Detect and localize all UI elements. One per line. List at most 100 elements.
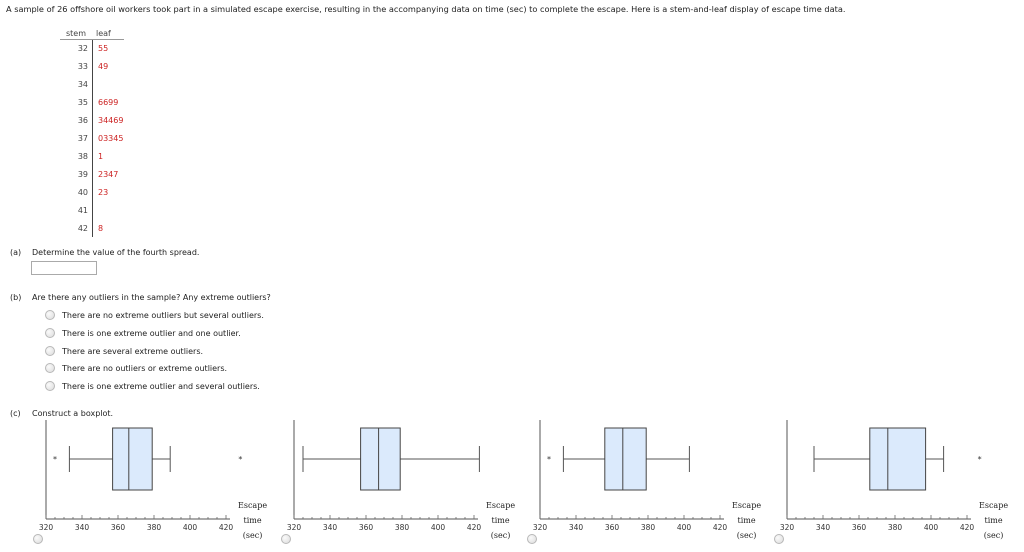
stem-value: 39: [77, 169, 88, 179]
problem-intro: A sample of 26 offshore oil workers took…: [6, 4, 846, 14]
radio-button[interactable]: [45, 328, 55, 338]
stem-leaf-display: stem leaf 32 55 33 49 34 35 6699 36 34469 37 03345…: [60, 27, 148, 237]
leaf-values: [92, 75, 148, 93]
stem-value: 36: [77, 115, 88, 125]
stem-leaf-row: 32 55: [60, 39, 148, 57]
stem-value: 34: [77, 79, 88, 89]
tick-label: 340: [816, 523, 831, 532]
axis-title: Escape time (sec): [238, 498, 267, 543]
leaf-values: 1: [92, 147, 148, 165]
outlier-option-4[interactable]: There are no outliers or extreme outlier…: [45, 363, 227, 373]
stem-value: 35: [77, 97, 88, 107]
stem-leaf-row: 37 03345: [60, 129, 148, 147]
tick-label: 380: [147, 523, 162, 532]
tick-label: 360: [359, 523, 374, 532]
stem-leaf-row: 33 49: [60, 57, 148, 75]
option-label: There is one extreme outlier and one out…: [62, 328, 241, 338]
part-c-question: (c) Construct a boxplot.: [10, 409, 113, 418]
stem-leaf-header: stem leaf: [60, 27, 148, 39]
axis-title-line: time: [491, 516, 510, 525]
tick-label: 400: [677, 523, 692, 532]
leaf-values: 49: [92, 57, 148, 75]
stem-leaf-row: 40 23: [60, 183, 148, 201]
tick-label: 360: [605, 523, 620, 532]
boxplot-radio-2[interactable]: [281, 534, 291, 544]
tick-label: 340: [323, 523, 338, 532]
axis-title-line: (sec): [242, 531, 263, 540]
boxplot-radio-4[interactable]: [774, 534, 784, 544]
tick-label: 380: [888, 523, 903, 532]
iqr-box: [869, 427, 927, 491]
stem-leaf-row: 34: [60, 75, 148, 93]
leaf-values: 34469: [92, 111, 148, 129]
axis-title-line: time: [737, 516, 756, 525]
part-c-label: (c): [10, 409, 21, 418]
tick-label: 340: [75, 523, 90, 532]
stem-leaf-row: 42 8: [60, 219, 148, 237]
tick-label: 400: [924, 523, 939, 532]
outlier-marker: *: [547, 455, 551, 464]
tick-label: 420: [960, 523, 975, 532]
option-label: There are no extreme outliers but severa…: [62, 310, 264, 320]
axis-title-line: Escape: [238, 501, 268, 510]
tick-label: 320: [780, 523, 795, 532]
option-label: There are no outliers or extreme outlier…: [62, 363, 228, 373]
tick-label: 380: [641, 523, 656, 532]
radio-button[interactable]: [45, 363, 55, 373]
boxplot-choice-1: 320 340 360 380 400 420 * * Escape time (sec): [39, 420, 270, 552]
part-a-label: (a): [10, 248, 22, 257]
fourth-spread-input[interactable]: [31, 261, 97, 275]
stem-value: 38: [77, 151, 88, 161]
outlier-option-5[interactable]: There is one extreme outlier and several…: [45, 381, 260, 391]
tick-label: 320: [39, 523, 54, 532]
part-b-text: Are there any outliers in the sample? An…: [32, 293, 271, 302]
radio-button[interactable]: [45, 381, 55, 391]
option-label: There is one extreme outlier and several…: [62, 381, 260, 391]
boxplot-radio-1[interactable]: [33, 534, 43, 544]
stem-leaf-row: 36 34469: [60, 111, 148, 129]
stem-leaf-row: 41: [60, 201, 148, 219]
axis-title-line: (sec): [490, 531, 511, 540]
part-c-text: Construct a boxplot.: [32, 409, 114, 418]
leaf-values: [92, 201, 148, 219]
boxplot-chart: 320 340 360 380 400 420 *: [533, 420, 727, 532]
boxplot-choice-4: 320 340 360 380 400 420 * Escape time (sec): [780, 420, 1011, 552]
axis-title-line: (sec): [983, 531, 1004, 540]
boxplot-radio-3[interactable]: [527, 534, 537, 544]
stem-leaf-row: 39 2347: [60, 165, 148, 183]
radio-button[interactable]: [45, 346, 55, 356]
leaf-values: 23: [92, 183, 148, 201]
axis-title-line: Escape: [732, 501, 762, 510]
axis-title-line: (sec): [736, 531, 757, 540]
radio-button[interactable]: [45, 310, 55, 320]
leaf-values: 8: [92, 219, 148, 237]
outlier-option-3[interactable]: There are several extreme outliers.: [45, 346, 203, 356]
leaf-values: 6699: [92, 93, 148, 111]
boxplot-chart: 320 340 360 380 400 420 *: [780, 420, 982, 532]
iqr-box: [360, 427, 401, 491]
part-b-question: (b) Are there any outliers in the sample?…: [10, 293, 271, 302]
tick-label: 400: [183, 523, 198, 532]
outlier-option-1[interactable]: There are no extreme outliers but severa…: [45, 310, 264, 320]
stem-value: 37: [77, 133, 88, 143]
stem-leaf-divider: [60, 39, 124, 40]
outlier-marker: *: [238, 455, 242, 464]
tick-label: 360: [852, 523, 867, 532]
axis-title-line: Escape: [486, 501, 516, 510]
outlier-marker: *: [978, 455, 982, 464]
tick-label: 420: [219, 523, 234, 532]
tick-label: 360: [111, 523, 126, 532]
stem-value: 42: [77, 223, 88, 233]
leaf-values: 55: [92, 39, 148, 57]
boxplot-chart: 320 340 360 380 400 420 * *: [39, 420, 242, 532]
axis-title-line: time: [243, 516, 262, 525]
stem-value: 33: [77, 61, 88, 71]
leaf-values: 2347: [92, 165, 148, 183]
outlier-option-2[interactable]: There is one extreme outlier and one out…: [45, 328, 241, 338]
stem-header: stem: [65, 28, 87, 38]
axis-title: Escape time (sec): [979, 498, 1008, 543]
tick-label: 340: [569, 523, 584, 532]
stem-leaf-row: 38 1: [60, 147, 148, 165]
boxplot-choice-3: 320 340 360 380 400 420 * Escape time (sec): [533, 420, 764, 552]
tick-label: 320: [287, 523, 302, 532]
